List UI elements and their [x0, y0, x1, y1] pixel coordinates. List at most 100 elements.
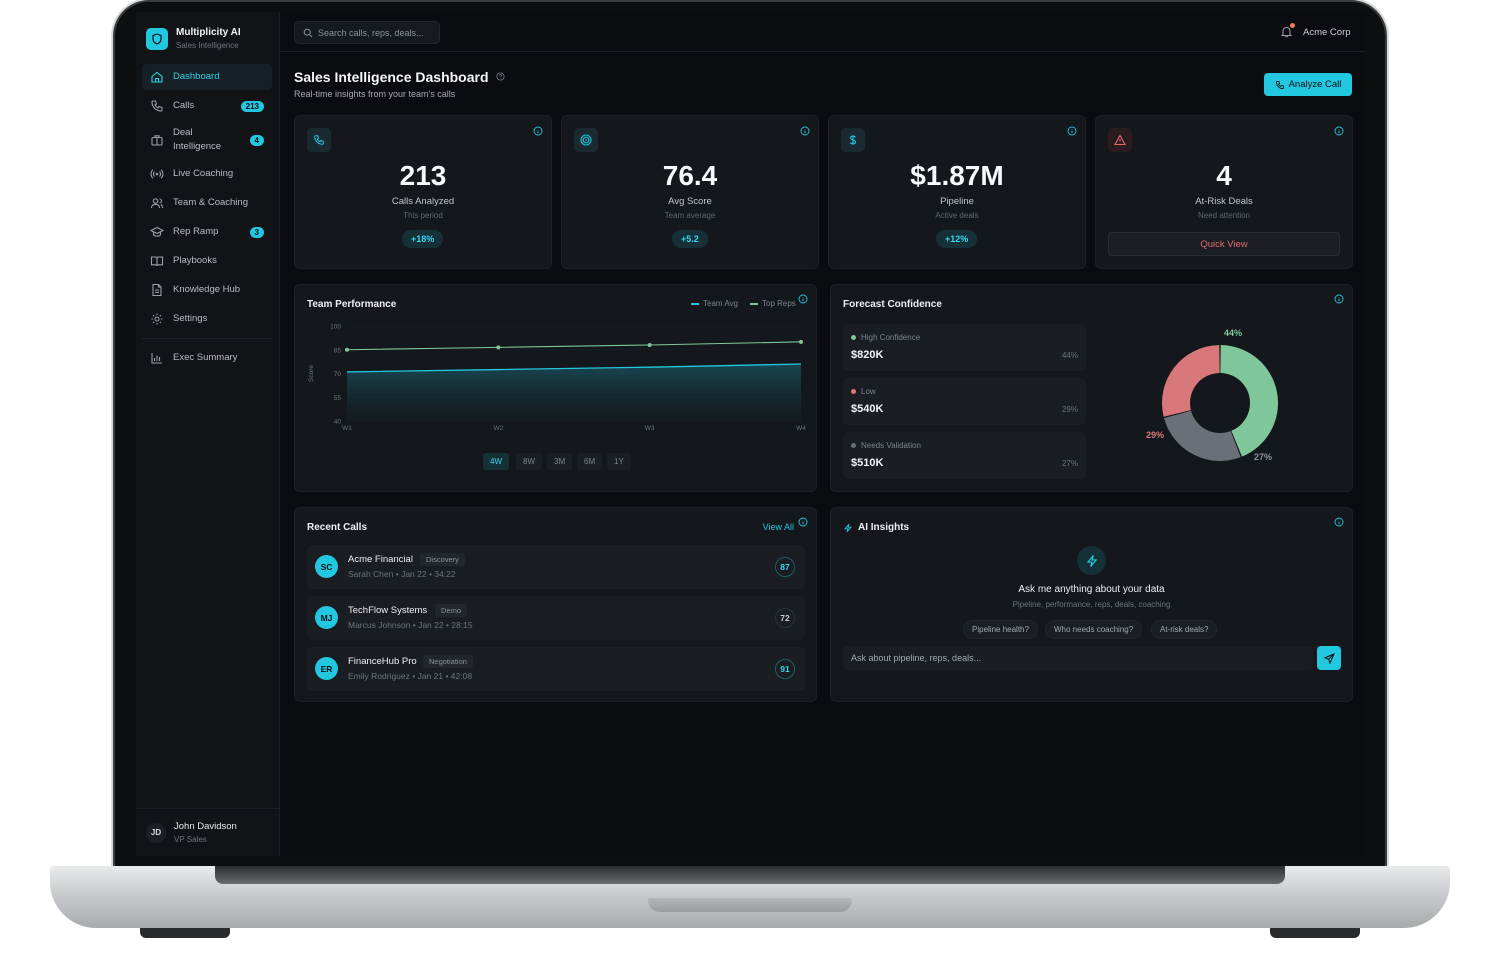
suggestion-chip-pipeline[interactable]: Pipeline health?	[963, 620, 1038, 639]
info-icon[interactable]	[1334, 126, 1344, 136]
info-icon[interactable]	[798, 294, 808, 304]
kpi-card-pipeline[interactable]: $1.87M Pipeline Active deals +12%	[828, 115, 1086, 269]
range-4w[interactable]: 4W	[483, 453, 509, 470]
info-icon[interactable]	[1334, 294, 1344, 304]
call-row[interactable]: ER FinanceHub Pro Negotiation Emily Rodr…	[307, 647, 805, 691]
info-icon[interactable]	[798, 517, 808, 527]
sidebar-item-label: Team & Coaching	[173, 197, 248, 208]
forecast-amount: $510K	[851, 457, 884, 469]
legend-item: Top Reps	[750, 299, 796, 308]
phone-icon	[1275, 80, 1284, 89]
rep-ramp-badge: 3	[249, 226, 264, 238]
forecast-category: Low	[851, 387, 876, 396]
forecast-category-label: Needs Validation	[861, 441, 921, 450]
document-icon	[152, 283, 162, 297]
section-title: AI Insights	[858, 522, 910, 533]
sidebar-item-deal-intelligence[interactable]: Deal Intelligence 4	[142, 122, 272, 158]
sidebar-nav: Dashboard Calls 213 Deal Intelligence 4 …	[142, 64, 272, 374]
kpi-card-score[interactable]: 76.4 Avg Score Team average +5.2	[561, 115, 819, 269]
kpi-delta-badge: +12%	[936, 230, 978, 248]
kpi-value: 4	[1216, 160, 1232, 191]
bell-icon[interactable]	[1280, 25, 1293, 38]
section-title: Recent Calls	[307, 522, 368, 533]
avatar: MJ	[315, 606, 338, 629]
donut-slice-high[interactable]	[1220, 345, 1279, 457]
quick-view-button[interactable]: Quick View	[1108, 232, 1340, 256]
laptop-foot	[1270, 928, 1360, 938]
search-input[interactable]: Search calls, reps, deals...	[294, 21, 440, 44]
analyze-call-button[interactable]: Analyze Call	[1264, 73, 1352, 96]
view-all-link[interactable]: View All	[762, 522, 794, 532]
sidebar: Multiplicity AI Sales Intelligence Dashb…	[136, 12, 280, 856]
page-subtitle: Real-time insights from your team's call…	[294, 89, 456, 99]
org-name[interactable]: Acme Corp	[1303, 27, 1351, 38]
status-dot	[851, 335, 856, 340]
ai-prompt-subtext: Pipeline, performance, reps, deals, coac…	[1012, 600, 1171, 609]
info-icon[interactable]	[533, 126, 543, 136]
forecast-row[interactable]: Low $540K 29%	[843, 378, 1086, 425]
forecast-category: High Confidence	[851, 333, 920, 342]
range-3m[interactable]: 3M	[547, 453, 573, 470]
page-title: Sales Intelligence Dashboard	[294, 69, 489, 85]
kpi-card-calls[interactable]: 213 Calls Analyzed This period +18%	[294, 115, 552, 269]
brand[interactable]: Multiplicity AI Sales Intelligence	[146, 27, 241, 50]
sidebar-item-playbooks[interactable]: Playbooks	[142, 248, 272, 274]
calls-count-badge: 213	[240, 100, 264, 112]
sidebar-item-rep-ramp[interactable]: Rep Ramp 3	[142, 219, 272, 245]
sidebar-item-dashboard[interactable]: Dashboard	[142, 64, 272, 90]
call-row[interactable]: SC Acme Financial Discovery Sarah Chen •…	[307, 545, 805, 589]
sidebar-item-label: Rep Ramp	[173, 226, 219, 237]
forecast-amount: $540K	[851, 403, 884, 415]
forecast-row[interactable]: High Confidence $820K 44%	[843, 324, 1086, 371]
top-reps-point	[799, 339, 803, 344]
forecast-category-label: Low	[861, 387, 876, 396]
search-placeholder: Search calls, reps, deals...	[318, 27, 424, 38]
kpi-card-at-risk[interactable]: 4 At-Risk Deals Need attention Quick Vie…	[1095, 115, 1353, 269]
notification-dot	[1290, 23, 1295, 28]
kpi-subtext: Team average	[664, 211, 716, 220]
send-button[interactable]	[1317, 646, 1341, 670]
call-row[interactable]: MJ TechFlow Systems Demo Marcus Johnson …	[307, 596, 805, 640]
kpi-delta-badge: +18%	[402, 230, 444, 248]
sidebar-item-team-coaching[interactable]: Team & Coaching	[142, 190, 272, 216]
range-8w[interactable]: 8W	[516, 453, 542, 470]
sidebar-divider	[142, 338, 272, 339]
range-1y[interactable]: 1Y	[607, 453, 631, 470]
forecast-percent: 27%	[1061, 459, 1078, 468]
info-icon[interactable]	[1067, 126, 1077, 136]
search-icon	[303, 28, 313, 37]
info-icon[interactable]	[1334, 517, 1344, 527]
donut-slice-low[interactable]	[1161, 345, 1220, 417]
x-tick-label: W3	[645, 425, 655, 432]
call-meta: Emily Rodriguez • Jan 21 • 42:08	[348, 671, 473, 681]
deals-count-badge: 4	[249, 134, 264, 146]
ai-question-input[interactable]: Ask about pipeline, reps, deals...	[843, 646, 1313, 670]
sidebar-item-calls[interactable]: Calls 213	[142, 93, 272, 119]
topbar: Search calls, reps, deals... Acme Corp	[280, 12, 1365, 52]
range-6m[interactable]: 6M	[577, 453, 603, 470]
info-icon[interactable]	[800, 126, 810, 136]
sidebar-item-knowledge-hub[interactable]: Knowledge Hub	[142, 277, 272, 303]
suggestion-chip-coaching[interactable]: Who needs coaching?	[1045, 620, 1143, 639]
sidebar-item-label: Exec Summary	[173, 352, 238, 363]
help-icon[interactable]	[496, 72, 505, 81]
forecast-donut-chart	[1161, 345, 1279, 461]
call-score: 87	[775, 557, 795, 577]
sidebar-item-live-coaching[interactable]: Live Coaching	[142, 161, 272, 187]
suggestion-chip-at-risk[interactable]: At-risk deals?	[1151, 620, 1218, 639]
sidebar-item-label: Deal Intelligence	[173, 127, 222, 152]
sidebar-item-exec-summary[interactable]: Exec Summary	[142, 345, 272, 371]
user-profile[interactable]: JD John Davidson VP Sales	[136, 808, 280, 856]
brand-name: Multiplicity AI	[176, 27, 241, 38]
y-axis-label: Score	[308, 365, 315, 382]
lightning-icon	[1077, 546, 1106, 575]
bar-chart-icon	[151, 353, 162, 364]
donut-slice-validation[interactable]	[1164, 410, 1241, 461]
kpi-value: 213	[399, 160, 447, 191]
sidebar-item-label: Live Coaching	[173, 168, 234, 179]
forecast-row[interactable]: Needs Validation $510K 27%	[843, 432, 1086, 479]
phone-icon	[151, 100, 163, 112]
sidebar-item-label: Playbooks	[173, 255, 217, 266]
sidebar-item-settings[interactable]: Settings	[142, 306, 272, 332]
legend-item: Team Avg	[691, 299, 738, 308]
